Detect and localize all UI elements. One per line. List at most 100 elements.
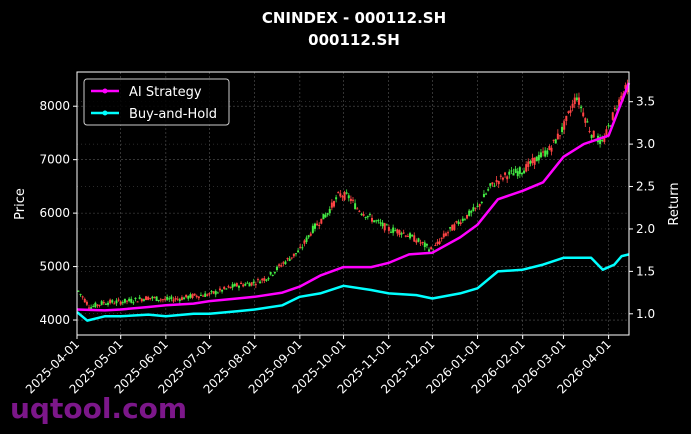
price-series — [77, 79, 629, 311]
price-candle-body — [620, 95, 623, 100]
price-candle-body — [390, 231, 393, 233]
price-candle-body — [561, 126, 564, 133]
price-candle-body — [212, 291, 215, 294]
price-candle-body — [525, 164, 528, 172]
right-tick-label: 1.0 — [636, 307, 655, 321]
legend-box — [83, 78, 230, 126]
price-candle-body — [85, 301, 88, 305]
price-candle-body — [569, 110, 572, 113]
price-candle-body — [305, 237, 308, 242]
price-candle-body — [489, 183, 492, 186]
price-candle-body — [428, 249, 431, 252]
price-candle-body — [151, 296, 154, 299]
price-candle-body — [290, 257, 293, 259]
price-candle-body — [529, 161, 532, 164]
price-candle-body — [178, 299, 181, 302]
price-candle-body — [313, 223, 316, 229]
price-candle-body — [461, 218, 464, 221]
price-candle-body — [482, 194, 485, 198]
price-candle-body — [533, 157, 536, 165]
price-candle-body — [497, 181, 500, 185]
price-candle-body — [288, 258, 291, 261]
series-line-ai-strategy — [76, 82, 631, 312]
price-candle-body — [104, 303, 107, 305]
price-candle-body — [335, 197, 338, 200]
price-candle-body — [214, 291, 217, 295]
price-candle-body — [599, 137, 602, 144]
price-candle-body — [170, 296, 173, 300]
price-candle-body — [387, 227, 390, 231]
price-candle-body — [438, 241, 441, 244]
watermark-logo: uqtool.com — [10, 392, 187, 425]
price-candle-body — [478, 204, 481, 207]
left-axis-label: Price — [13, 188, 28, 220]
price-candle-body — [168, 298, 171, 300]
price-candle-body — [356, 208, 359, 210]
price-candle-body — [121, 302, 124, 304]
price-candle-body — [468, 210, 471, 216]
price-candle-body — [332, 201, 335, 207]
price-candle-body — [126, 300, 129, 302]
price-candle-body — [381, 222, 384, 227]
left-tick-label: 8000 — [39, 99, 70, 113]
price-candle-body — [301, 247, 304, 249]
price-candle-body — [485, 193, 488, 195]
price-candle-body — [134, 297, 137, 300]
price-candle-body — [326, 213, 329, 215]
price-candle-body — [624, 85, 627, 89]
price-candle-body — [480, 201, 483, 203]
right-tick-label: 1.5 — [636, 264, 655, 278]
price-candle-body — [153, 297, 156, 299]
right-tick-label: 2.5 — [636, 180, 655, 194]
price-candle-body — [546, 150, 549, 155]
price-candle-body — [571, 103, 574, 108]
price-candle-body — [115, 300, 118, 304]
price-candle-body — [615, 109, 618, 111]
price-candle-body — [237, 285, 240, 288]
price-candle-body — [77, 290, 80, 292]
price-candle-body — [339, 193, 342, 197]
price-candle-body — [434, 245, 437, 247]
price-candle-body — [491, 182, 494, 185]
price-candle-body — [261, 278, 264, 281]
right-tick-label: 2.0 — [636, 222, 655, 236]
price-candle-body — [107, 302, 110, 305]
price-candle-body — [417, 238, 420, 242]
price-candle-body — [185, 294, 188, 298]
price-candle-body — [373, 220, 376, 223]
price-candle-body — [164, 298, 167, 300]
price-candle-body — [586, 121, 589, 123]
price-candle-body — [510, 170, 513, 172]
price-candle-body — [341, 196, 344, 198]
price-candle-body — [402, 232, 405, 234]
price-candle-body — [263, 278, 266, 281]
price-candle-body — [618, 99, 621, 107]
price-candle-body — [354, 203, 357, 210]
price-candle-body — [531, 157, 534, 163]
price-candle-body — [506, 176, 509, 180]
price-candle-body — [174, 298, 177, 300]
price-candle-body — [208, 293, 211, 295]
price-candle-body — [343, 192, 346, 200]
price-candle-body — [183, 297, 186, 300]
price-candle-body — [449, 227, 452, 229]
price-candle-body — [246, 282, 249, 284]
price-candle-body — [377, 220, 380, 222]
price-candle-body — [98, 304, 101, 306]
price-candle-body — [280, 265, 283, 267]
price-candle-body — [191, 294, 194, 298]
price-candle-body — [166, 296, 169, 300]
price-candle-body — [440, 237, 443, 239]
price-candle-body — [210, 291, 213, 293]
price-candle-body — [297, 250, 300, 253]
price-candle-body — [195, 295, 198, 298]
price-candle-body — [444, 233, 447, 236]
price-candle-body — [109, 299, 112, 304]
price-candle-body — [225, 288, 228, 290]
price-candle-body — [286, 258, 289, 260]
price-candle-body — [345, 192, 348, 194]
left-axis-ticks: 4000 5000 6000 7000 8000 — [39, 99, 77, 327]
price-candle-body — [501, 177, 504, 180]
price-candle-body — [254, 284, 257, 286]
price-candle-body — [518, 167, 521, 174]
